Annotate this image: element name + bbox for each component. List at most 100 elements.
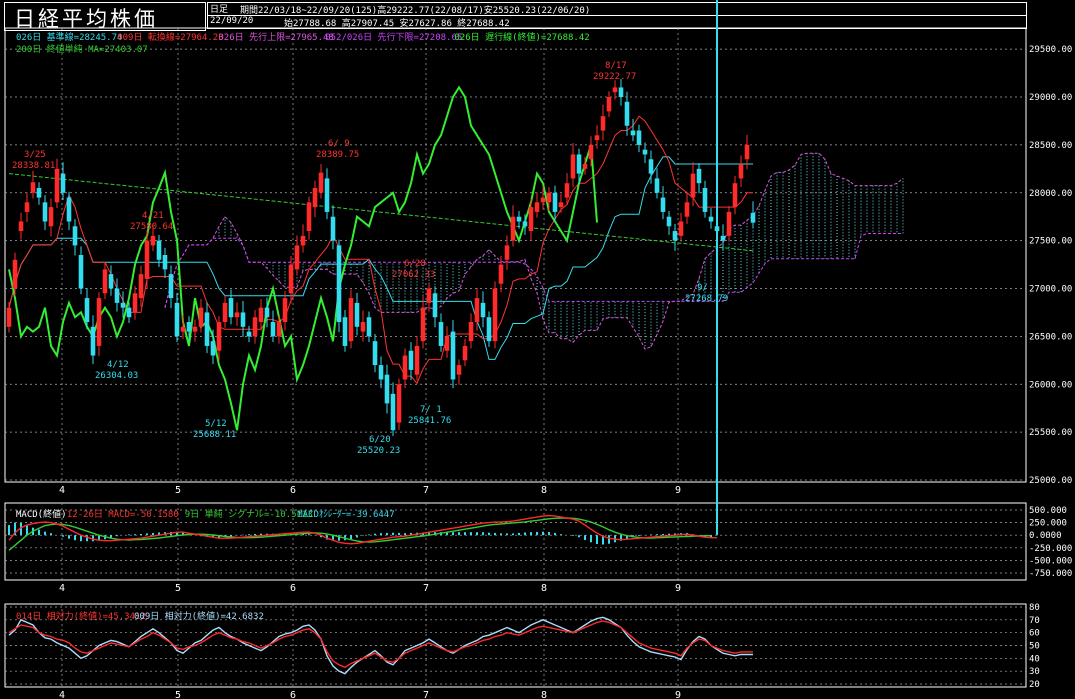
candle-body (180, 326, 186, 332)
candle-body (66, 197, 72, 222)
main-legend-item: 052/026日 先行下限=27208.65 (325, 33, 463, 43)
candle-body (186, 322, 192, 332)
y-tick-label-rsi: 40 (1029, 654, 1040, 664)
annotation-value: 29222.77 (593, 72, 636, 82)
chikou-line (8, 85, 598, 431)
x-tick-label-macd: 6 (290, 583, 296, 594)
candle-body (162, 255, 168, 270)
panel-frame-main (4, 27, 1027, 483)
candle-body (534, 202, 540, 212)
y-tick-label-main: 28500.00 (1029, 141, 1072, 151)
x-tick-label-rsi: 7 (423, 690, 429, 699)
candle-body (18, 221, 24, 232)
current-ohlc: 始27788.68 高27907.45 安27627.86 終27688.42 (284, 19, 510, 29)
candle-body (54, 168, 60, 203)
candle-body (60, 173, 66, 193)
candle-body (444, 336, 450, 351)
candle-body (300, 235, 306, 246)
y-tick-label-main: 28000.00 (1029, 189, 1072, 199)
y-tick-label-macd: -750.000 (1029, 569, 1072, 579)
candle-body (156, 240, 162, 260)
main-legend-item: 026日 先行上限=27965.48 (218, 33, 334, 43)
candle-body (42, 202, 48, 222)
kijun-line (8, 156, 753, 360)
x-tick-label-main: 8 (541, 485, 547, 496)
macd-legend-item: 12-26日 MACD=-50.1580 (66, 510, 179, 520)
candle-body (192, 326, 198, 332)
candle-body (720, 235, 726, 241)
candle-body (744, 144, 750, 160)
candle-body (468, 322, 474, 342)
annotation-date: 3/25 (24, 150, 46, 160)
candle-body (750, 212, 756, 223)
candle-body (654, 178, 660, 193)
candle-body (474, 298, 480, 323)
candle-body (612, 87, 618, 93)
candle-body (90, 326, 96, 356)
annotation-value: 27062.33 (392, 270, 435, 280)
candle-body (516, 216, 522, 222)
x-tick-label-rsi: 4 (59, 690, 65, 699)
annotation-date: 8/17 (605, 61, 627, 71)
panel-frame-macd (4, 502, 1027, 581)
y-tick-label-macd: -250.000 (1029, 544, 1072, 554)
x-tick-label-main: 6 (290, 485, 296, 496)
candle-body (384, 374, 390, 404)
candle-body (210, 341, 216, 356)
x-tick-label-rsi: 8 (541, 690, 547, 699)
candle-body (234, 312, 240, 318)
y-tick-label-main: 29500.00 (1029, 45, 1072, 55)
annotation-value: 28389.75 (316, 150, 359, 160)
candle-body (438, 322, 444, 346)
x-tick-label-main: 9 (675, 485, 681, 496)
candle-body (246, 331, 252, 337)
macd-legend-item: MACD(終値) (16, 510, 67, 520)
y-tick-label-main: 25500.00 (1029, 428, 1072, 438)
candle-body (462, 345, 468, 361)
senkou-span-a-line (164, 152, 904, 350)
candle-body (570, 154, 576, 179)
current-date: 22/09/20 (210, 16, 254, 26)
candle-body (198, 307, 204, 327)
candle-body (138, 274, 144, 299)
title-box (4, 2, 206, 31)
candle-body (30, 182, 36, 193)
candle-body (306, 202, 312, 232)
candle-body (258, 307, 264, 323)
candle-body (504, 245, 510, 260)
candle-body (426, 288, 432, 303)
candle-body (564, 183, 570, 198)
x-tick-label-rsi: 9 (675, 690, 681, 699)
y-tick-label-macd: -500.000 (1029, 556, 1072, 566)
candle-body (402, 355, 408, 380)
macd-line (8, 514, 717, 545)
candle-body (486, 317, 492, 342)
candle-body (606, 97, 612, 112)
candle-body (12, 259, 18, 289)
candle-body (48, 207, 54, 227)
candle-body (636, 130, 642, 145)
annotation-value: 25841.76 (408, 416, 451, 426)
candle-body (108, 274, 114, 289)
rsi-legend-item: 014日 相対力(終値)=45.3412 (16, 612, 146, 622)
candle-body (84, 298, 90, 323)
x-tick-label-rsi: 6 (290, 690, 296, 699)
main-legend-item: 026日 基準線=28245.74 (16, 33, 123, 43)
candle-body (96, 298, 102, 346)
y-tick-label-main: 25000.00 (1029, 476, 1072, 486)
candle-body (354, 302, 360, 327)
main-legend-item: 026日 遅行線(終値)=27688.42 (454, 33, 590, 43)
candle-body (642, 149, 648, 155)
rsi14-line (8, 620, 753, 669)
annotation-date: 6/20 (369, 435, 391, 445)
candle-body (216, 322, 222, 351)
annotation-value: 25520.23 (357, 446, 400, 456)
candle-body (264, 307, 270, 318)
y-tick-label-rsi: 60 (1029, 629, 1040, 639)
annotation-date: 6/28 (404, 259, 426, 269)
x-tick-label-macd: 5 (175, 583, 181, 594)
candle-body (414, 345, 420, 375)
candle-body (552, 192, 558, 212)
candle-body (114, 288, 120, 303)
